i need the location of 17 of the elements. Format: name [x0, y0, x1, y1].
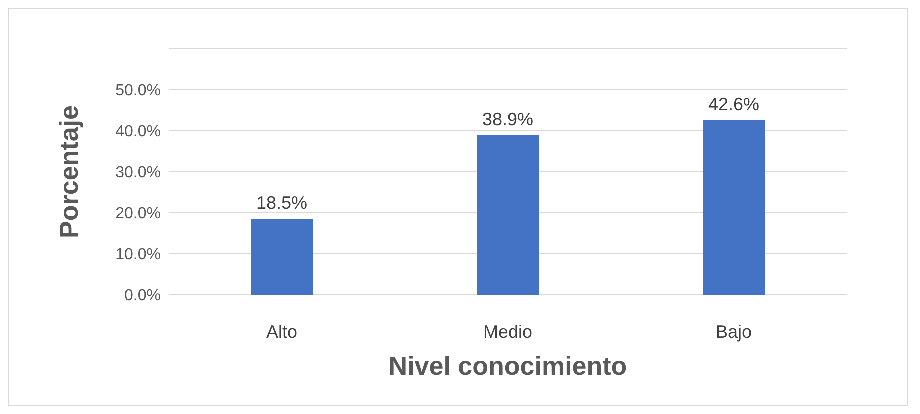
y-tick-label: 50.0%: [116, 82, 161, 100]
x-tick-label: Alto: [266, 322, 298, 342]
y-tick-label: 0.0%: [124, 288, 161, 305]
data-label: 18.5%: [256, 193, 308, 214]
x-tick-label: Medio: [483, 322, 533, 342]
y-axis-title: Porcentaje: [54, 106, 84, 238]
y-tick-label: 30.0%: [116, 164, 161, 182]
y-tick-label: 20.0%: [116, 206, 161, 223]
bar: [477, 136, 539, 295]
y-tick-label: 40.0%: [116, 124, 161, 141]
data-label: 42.6%: [708, 94, 760, 114]
data-label: 38.9%: [482, 110, 534, 130]
x-axis-title: Nivel conocimiento: [388, 351, 628, 381]
x-tick-label: Bajo: [716, 322, 752, 342]
bar: [251, 219, 313, 295]
y-tick-label: 10.0%: [116, 246, 161, 264]
bar: [703, 120, 765, 295]
